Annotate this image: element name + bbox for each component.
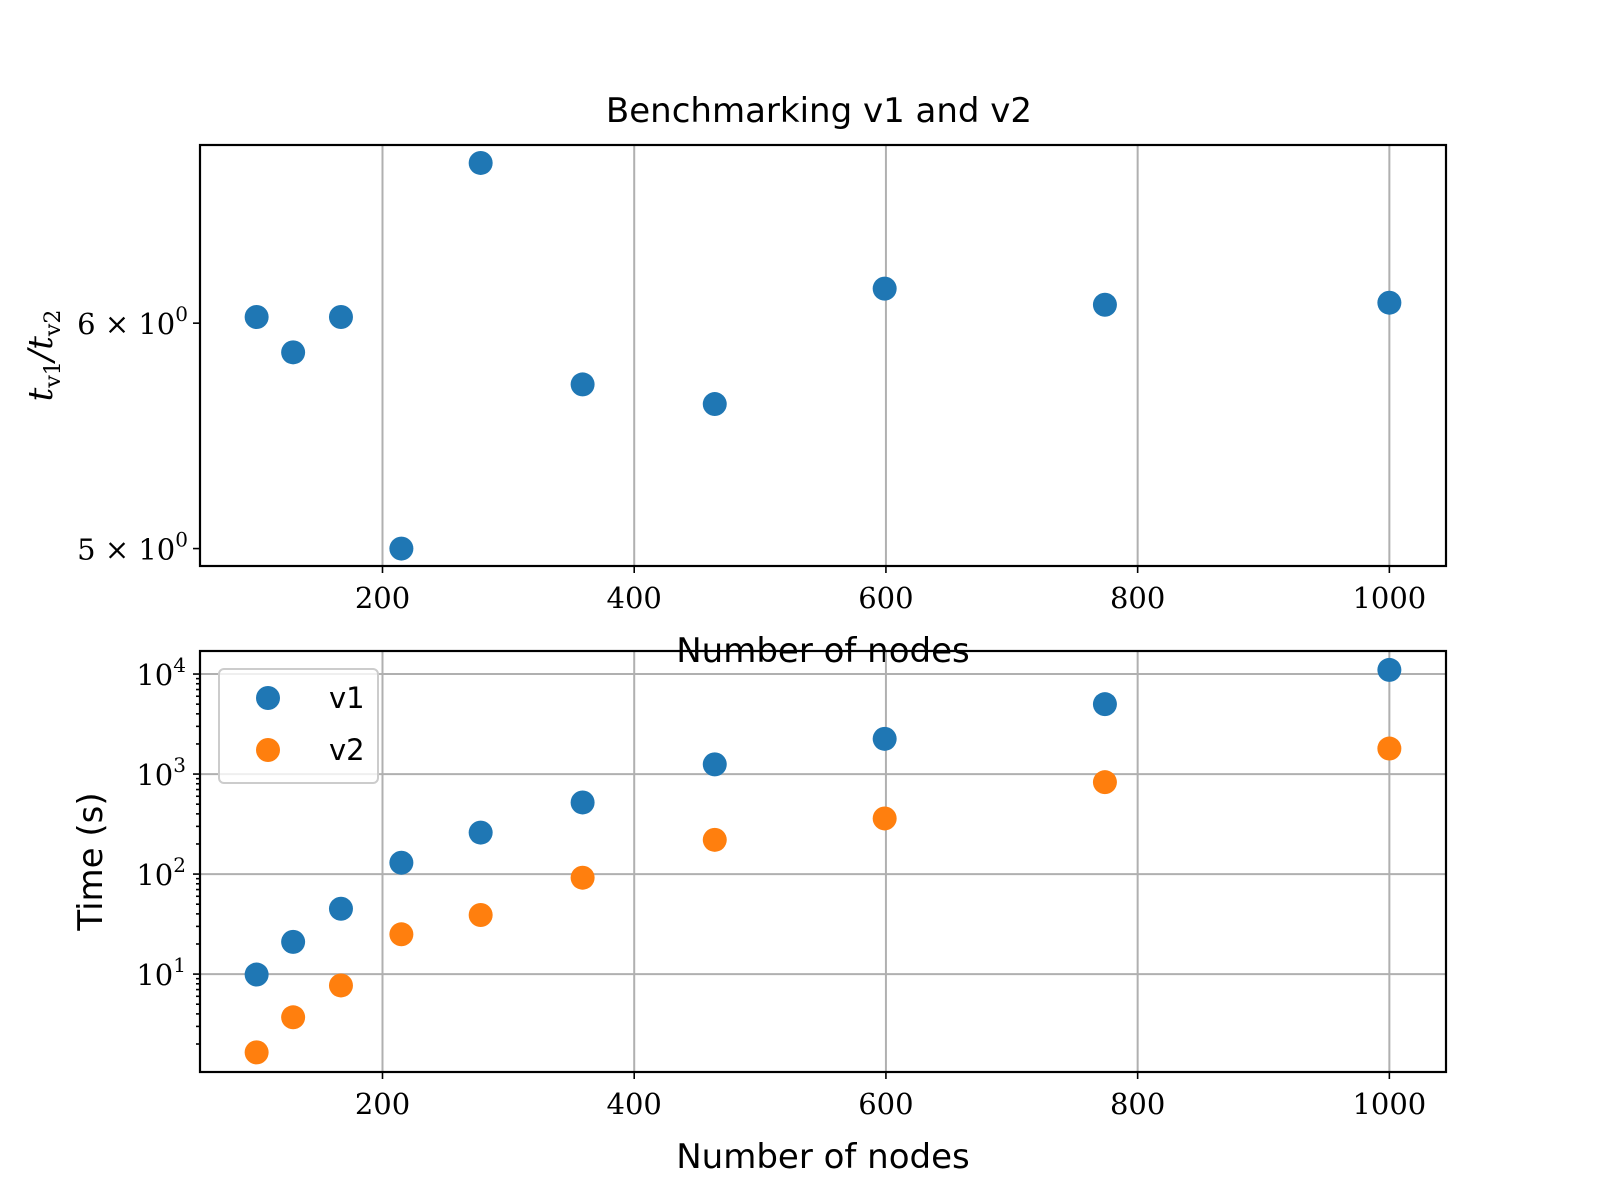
y-axis-label: tv1/tv2 xyxy=(21,310,66,402)
data-point-v1 xyxy=(570,790,595,815)
data-point xyxy=(702,392,727,417)
data-point xyxy=(872,276,897,301)
time-subplot: 200 400 600 800 1000 101 102 103 104 Number of no… xyxy=(71,649,1448,1177)
figure-title: Benchmarking v1 and v2 xyxy=(606,91,1032,131)
data-point xyxy=(1092,292,1117,317)
data-point-v2 xyxy=(281,1005,306,1030)
y-tick-label: 102 xyxy=(136,853,186,892)
data-point xyxy=(389,536,414,561)
data-point-v1 xyxy=(1377,657,1402,682)
x-tick-label: 600 xyxy=(858,1087,913,1121)
data-point xyxy=(1377,290,1402,315)
data-point-v2 xyxy=(468,902,493,927)
data-point-v1 xyxy=(872,726,897,751)
y-tick-label: 5 × 100 xyxy=(77,528,188,567)
data-point-v1 xyxy=(389,850,414,875)
data-point-v1 xyxy=(1092,692,1117,717)
legend: v1 v2 xyxy=(218,668,379,784)
data-point-v2 xyxy=(1377,736,1402,761)
data-point-v2 xyxy=(389,922,414,947)
data-point-v2 xyxy=(570,865,595,890)
x-tick-label: 600 xyxy=(858,581,913,615)
data-point xyxy=(570,372,595,397)
x-tick-label: 200 xyxy=(355,581,410,615)
data-point-v1 xyxy=(244,962,269,987)
legend-label-v1: v1 xyxy=(329,681,365,715)
data-point xyxy=(328,304,353,329)
data-point-v2 xyxy=(872,806,897,831)
legend-marker-v1 xyxy=(256,686,280,710)
data-point xyxy=(281,340,306,365)
x-tick-label: 1000 xyxy=(1352,1087,1426,1121)
legend-label-v2: v2 xyxy=(329,733,365,767)
data-point-v1 xyxy=(468,820,493,845)
data-point xyxy=(468,150,493,175)
x-tick-label: 400 xyxy=(607,1087,662,1121)
x-tick-label: 800 xyxy=(1110,581,1165,615)
axes-frame xyxy=(198,649,1448,1074)
x-tick-label: 200 xyxy=(355,1087,410,1121)
y-tick-label: 6 × 100 xyxy=(77,302,188,341)
data-point-v1 xyxy=(702,752,727,777)
x-tick-label: 1000 xyxy=(1352,581,1426,615)
axes-frame xyxy=(198,143,1448,568)
y-tick-label: 101 xyxy=(136,953,186,992)
data-point-v1 xyxy=(281,929,306,954)
x-tick-label: 800 xyxy=(1110,1087,1165,1121)
data-point-v1 xyxy=(328,896,353,921)
data-point-v2 xyxy=(1092,770,1117,795)
data-point-v2 xyxy=(702,827,727,852)
y-tick-label: 104 xyxy=(136,653,186,692)
data-point-v2 xyxy=(244,1040,269,1065)
y-tick-label: 103 xyxy=(136,753,186,792)
y-axis-label: Time (s) xyxy=(71,792,111,931)
data-point xyxy=(244,304,269,329)
x-axis-label: Number of nodes xyxy=(676,1137,970,1177)
data-point-v2 xyxy=(328,973,353,998)
legend-marker-v2 xyxy=(256,738,280,762)
x-tick-label: 400 xyxy=(607,581,662,615)
